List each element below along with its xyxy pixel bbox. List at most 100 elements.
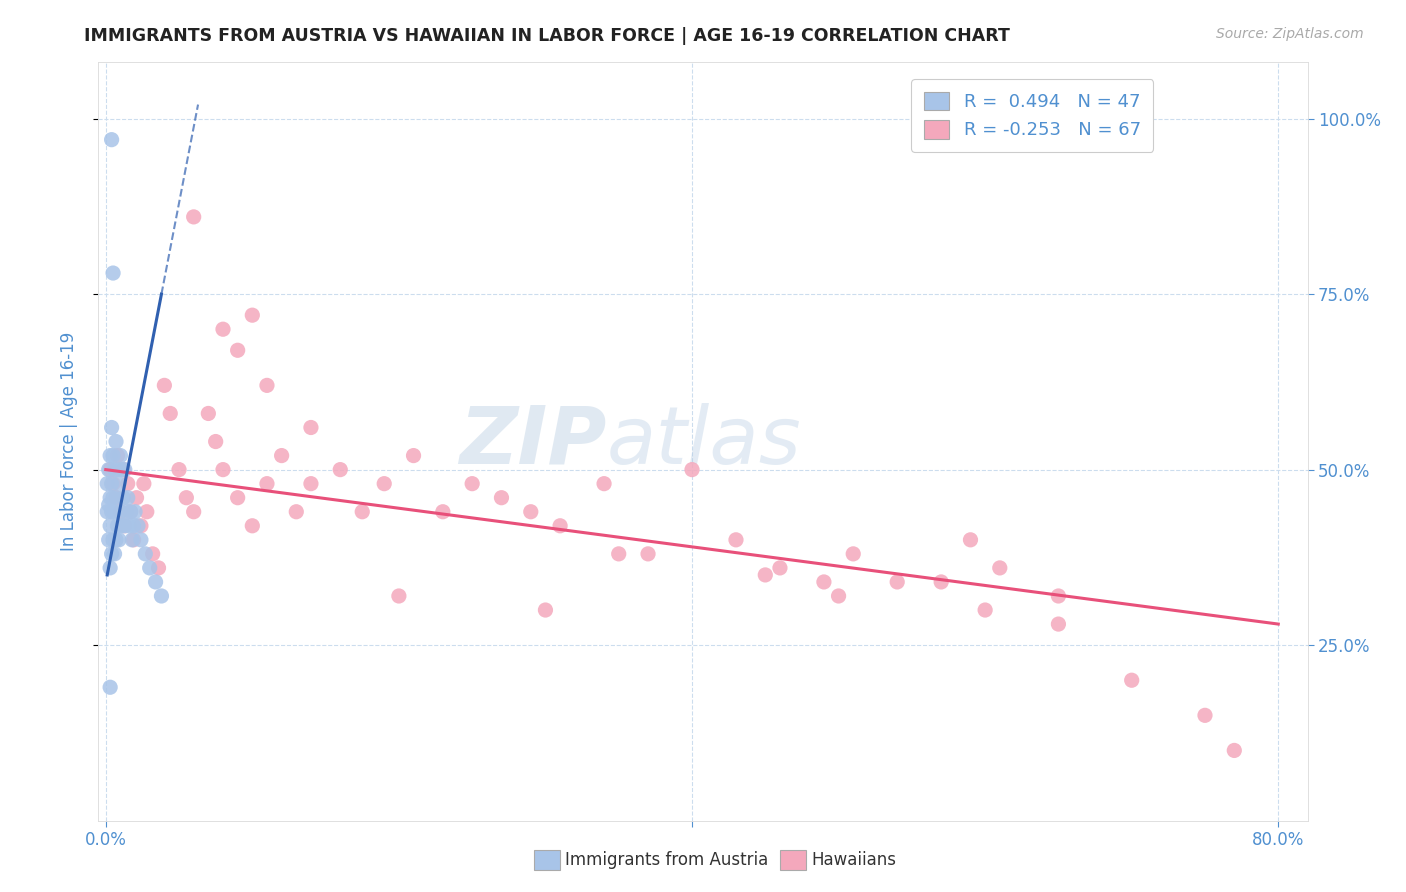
Point: [101, 476, 124, 491]
Point: [432, 505, 454, 519]
Point: [97, 533, 120, 547]
Point: [107, 518, 129, 533]
Point: [103, 505, 125, 519]
Point: [112, 491, 135, 505]
Text: atlas: atlas: [606, 402, 801, 481]
Point: [813, 574, 835, 589]
Point: [114, 462, 136, 476]
Point: [105, 434, 128, 449]
Text: Hawaiians: Hawaiians: [811, 851, 896, 869]
Point: [1047, 589, 1070, 603]
Point: [111, 518, 134, 533]
Point: [593, 476, 616, 491]
Point: [212, 322, 235, 336]
Point: [240, 308, 263, 322]
Point: [256, 476, 278, 491]
Text: Immigrants from Austria: Immigrants from Austria: [565, 851, 769, 869]
Point: [285, 505, 308, 519]
Point: [105, 491, 128, 505]
Point: [105, 533, 128, 547]
Point: [103, 462, 125, 476]
Point: [226, 343, 249, 358]
Point: [101, 491, 124, 505]
Point: [929, 574, 952, 589]
Point: [101, 449, 124, 463]
Point: [98, 561, 121, 575]
Point: [110, 505, 132, 519]
Point: [108, 476, 131, 491]
Point: [226, 491, 249, 505]
Point: [886, 574, 908, 589]
Point: [96, 476, 118, 491]
Point: [96, 505, 118, 519]
Point: [111, 462, 134, 476]
Point: [461, 476, 484, 491]
Point: [212, 462, 235, 476]
Point: [105, 491, 128, 505]
Point: [329, 462, 352, 476]
Point: [117, 476, 139, 491]
Point: [100, 547, 122, 561]
Point: [769, 561, 792, 575]
Point: [1121, 673, 1143, 688]
Point: [118, 518, 141, 533]
Point: [827, 589, 849, 603]
Point: [101, 266, 124, 280]
Point: [299, 476, 322, 491]
Point: [754, 568, 776, 582]
Point: [988, 561, 1011, 575]
Point: [402, 449, 425, 463]
Point: [97, 498, 120, 512]
Point: [101, 533, 124, 547]
Point: [129, 518, 152, 533]
Point: [134, 547, 156, 561]
Point: [98, 518, 121, 533]
Point: [534, 603, 557, 617]
Point: [132, 476, 155, 491]
Legend: R =  0.494   N = 47, R = -0.253   N = 67: R = 0.494 N = 47, R = -0.253 N = 67: [911, 79, 1153, 152]
Point: [120, 505, 142, 519]
Point: [135, 505, 157, 519]
Point: [959, 533, 981, 547]
Point: [270, 449, 292, 463]
Point: [724, 533, 747, 547]
Point: [204, 434, 226, 449]
Point: [100, 133, 122, 147]
Y-axis label: In Labor Force | Age 16-19: In Labor Force | Age 16-19: [59, 332, 77, 551]
Point: [176, 491, 198, 505]
Point: [256, 378, 278, 392]
Point: [107, 449, 129, 463]
Point: [98, 449, 121, 463]
Point: [114, 518, 136, 533]
Point: [138, 561, 160, 575]
Point: [100, 476, 122, 491]
Point: [122, 518, 145, 533]
Point: [388, 589, 411, 603]
Point: [108, 533, 131, 547]
Point: [110, 505, 132, 519]
Point: [97, 462, 120, 476]
Point: [100, 420, 122, 434]
Point: [637, 547, 659, 561]
Point: [124, 505, 146, 519]
Point: [117, 491, 139, 505]
Point: [142, 547, 165, 561]
Point: [352, 505, 374, 519]
Point: [197, 407, 219, 421]
Point: [240, 518, 263, 533]
Point: [1194, 708, 1216, 723]
Point: [159, 407, 181, 421]
Point: [1047, 617, 1070, 632]
Point: [1223, 743, 1246, 757]
Point: [125, 491, 148, 505]
Point: [127, 518, 149, 533]
Point: [145, 574, 167, 589]
Point: [548, 518, 571, 533]
Point: [112, 462, 135, 476]
Point: [114, 518, 136, 533]
Point: [842, 547, 865, 561]
Point: [129, 533, 152, 547]
Point: [98, 491, 121, 505]
Point: [121, 533, 143, 547]
Point: [299, 420, 322, 434]
